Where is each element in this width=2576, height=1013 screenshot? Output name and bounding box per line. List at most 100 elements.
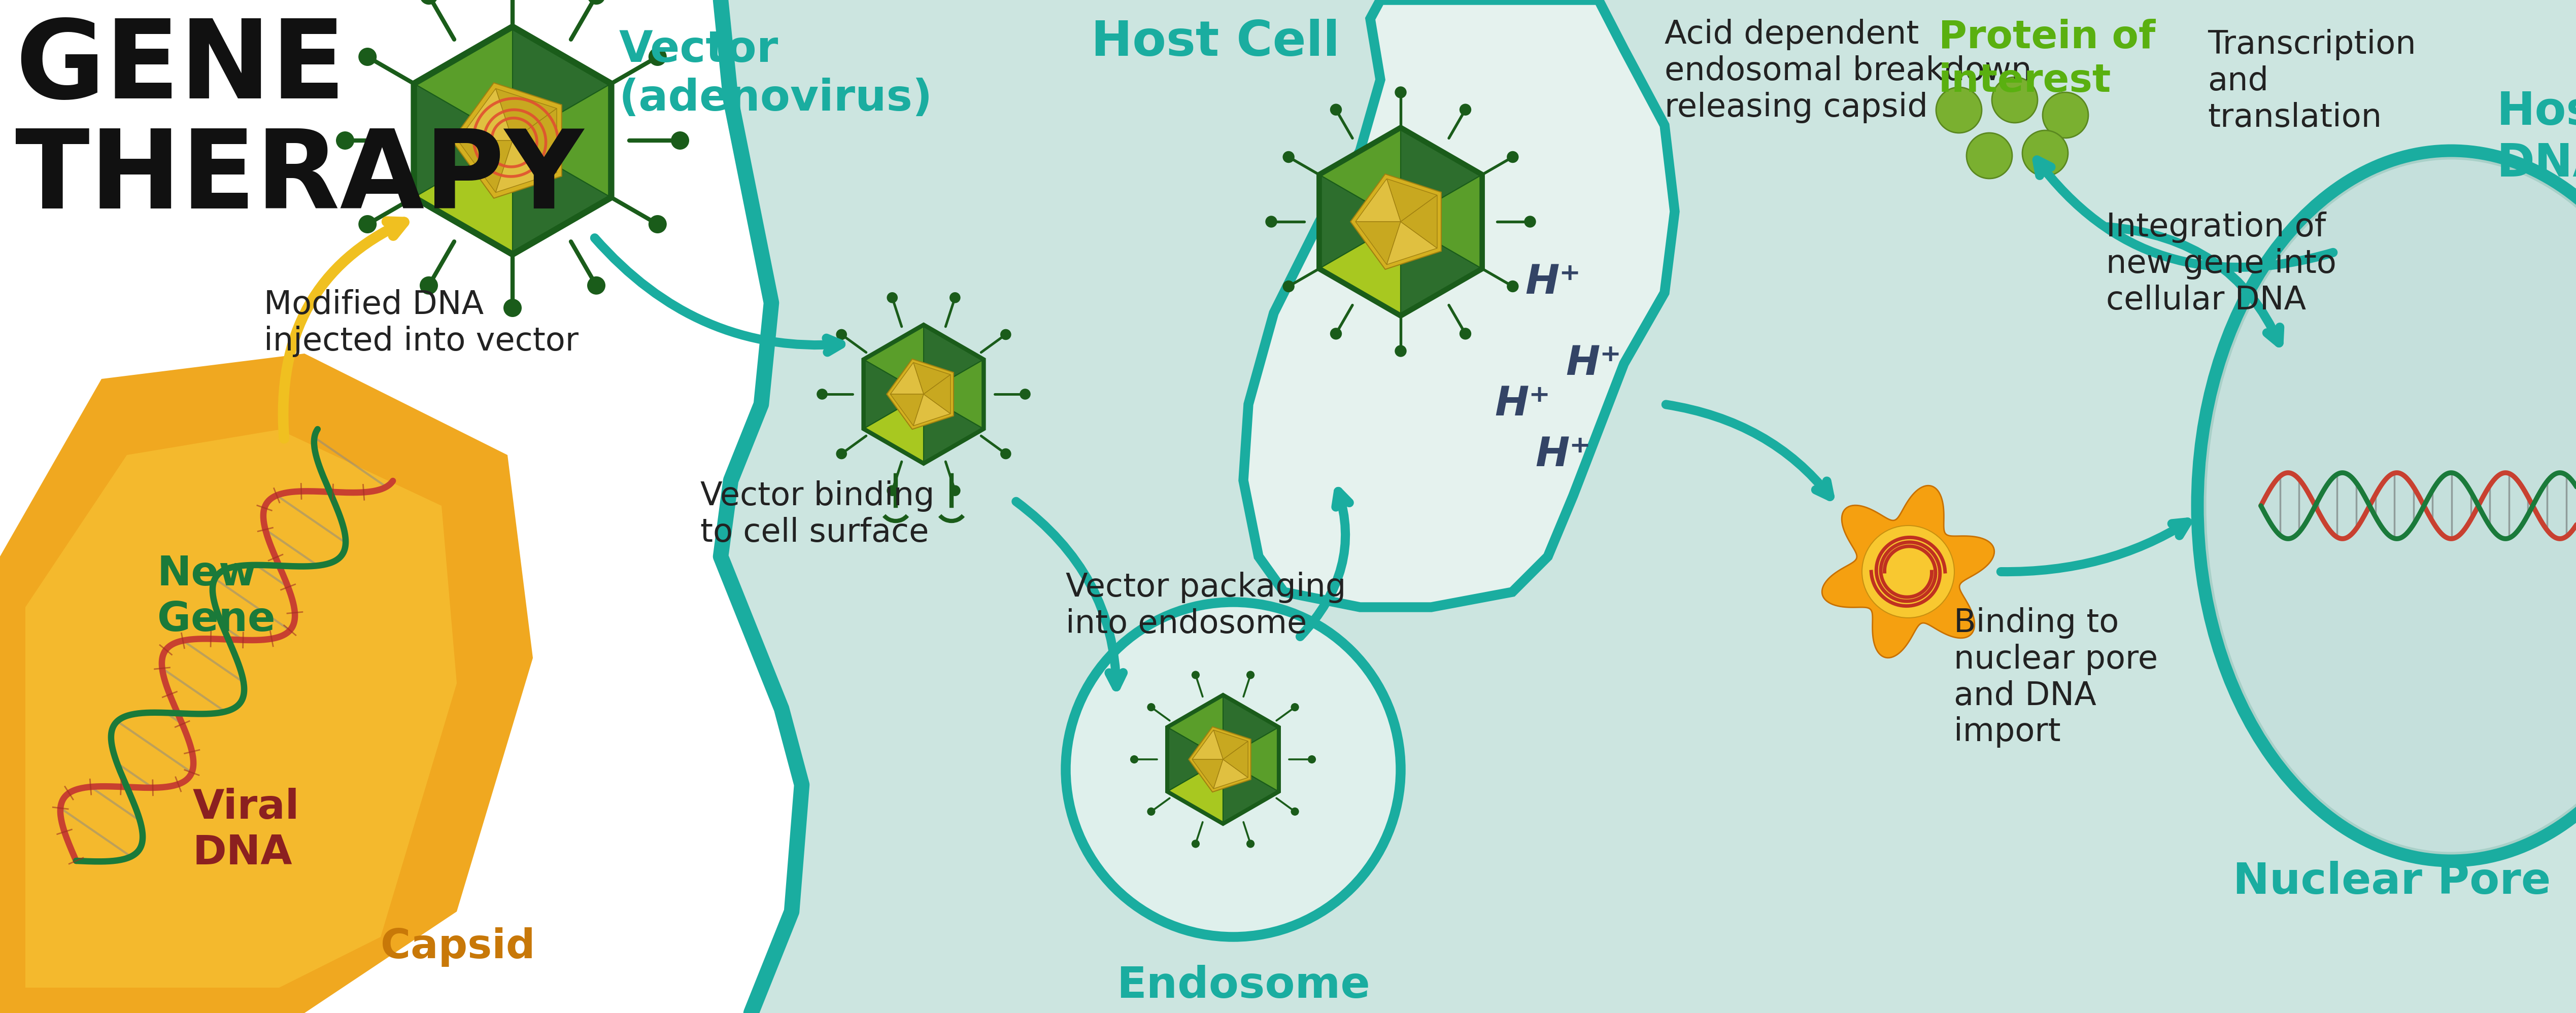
Polygon shape xyxy=(459,141,513,192)
Circle shape xyxy=(1329,103,1342,115)
Polygon shape xyxy=(1244,0,1674,607)
Polygon shape xyxy=(495,88,556,141)
Text: Nuclear Pore: Nuclear Pore xyxy=(2233,861,2550,903)
Circle shape xyxy=(999,449,1012,459)
Circle shape xyxy=(1309,756,1316,764)
Circle shape xyxy=(649,215,667,233)
Polygon shape xyxy=(412,24,613,257)
Circle shape xyxy=(1525,216,1535,228)
Polygon shape xyxy=(1401,176,1481,267)
Polygon shape xyxy=(1170,728,1224,791)
Circle shape xyxy=(1066,602,1401,937)
Text: Vector binding
to cell surface: Vector binding to cell surface xyxy=(701,480,935,548)
Circle shape xyxy=(2022,131,2069,176)
Circle shape xyxy=(1247,840,1255,848)
Ellipse shape xyxy=(2197,151,2576,861)
Polygon shape xyxy=(866,326,925,394)
Polygon shape xyxy=(1170,697,1224,760)
Circle shape xyxy=(1146,807,1154,815)
Text: H⁺: H⁺ xyxy=(1525,262,1582,302)
Circle shape xyxy=(420,277,438,295)
Circle shape xyxy=(837,449,848,459)
Polygon shape xyxy=(1355,178,1401,222)
Text: New
Gene: New Gene xyxy=(157,554,276,639)
Polygon shape xyxy=(866,394,925,462)
Polygon shape xyxy=(1350,174,1440,269)
Circle shape xyxy=(1394,345,1406,357)
Circle shape xyxy=(1461,328,1471,339)
Circle shape xyxy=(951,292,961,303)
Circle shape xyxy=(1193,840,1200,848)
Text: GENE: GENE xyxy=(15,15,345,122)
Polygon shape xyxy=(863,323,984,465)
Circle shape xyxy=(2043,92,2089,138)
Text: Endosome: Endosome xyxy=(1115,964,1370,1007)
Text: H⁺: H⁺ xyxy=(1494,385,1551,424)
Text: Capsid: Capsid xyxy=(381,927,536,966)
Polygon shape xyxy=(1401,222,1481,313)
Circle shape xyxy=(1193,671,1200,679)
Circle shape xyxy=(999,329,1012,340)
Circle shape xyxy=(649,48,667,66)
Circle shape xyxy=(1283,151,1296,163)
Text: THERAPY: THERAPY xyxy=(15,126,585,231)
Polygon shape xyxy=(1188,726,1252,792)
Circle shape xyxy=(1020,389,1030,399)
Circle shape xyxy=(1394,86,1406,98)
Circle shape xyxy=(1265,216,1278,228)
Polygon shape xyxy=(459,88,513,141)
Text: Transcription
and
translation: Transcription and translation xyxy=(2208,29,2416,133)
Polygon shape xyxy=(1224,728,1278,791)
Polygon shape xyxy=(417,29,513,141)
Circle shape xyxy=(670,132,690,150)
Polygon shape xyxy=(925,361,981,427)
Polygon shape xyxy=(925,326,981,394)
Circle shape xyxy=(358,48,376,66)
Text: H⁺: H⁺ xyxy=(1535,436,1592,475)
Circle shape xyxy=(1965,133,2012,178)
Text: Vector packaging
into endosome: Vector packaging into endosome xyxy=(1066,571,1347,639)
Circle shape xyxy=(1146,703,1154,711)
Polygon shape xyxy=(1401,196,1437,248)
Polygon shape xyxy=(914,394,951,425)
Circle shape xyxy=(1862,526,1955,618)
Circle shape xyxy=(1937,87,1981,133)
Polygon shape xyxy=(513,108,556,172)
Text: Protein of
interest: Protein of interest xyxy=(1940,19,2156,99)
Text: Integration of
new gene into
cellular DNA: Integration of new gene into cellular DN… xyxy=(2107,212,2336,316)
Circle shape xyxy=(1991,77,2038,123)
Circle shape xyxy=(951,485,961,496)
Text: Host
DNA: Host DNA xyxy=(2496,90,2576,186)
Text: Host Cell: Host Cell xyxy=(1092,19,1340,66)
Circle shape xyxy=(1291,703,1298,711)
Circle shape xyxy=(335,132,355,150)
Polygon shape xyxy=(925,394,981,462)
Polygon shape xyxy=(26,430,456,988)
Circle shape xyxy=(1507,281,1520,293)
Polygon shape xyxy=(417,141,513,251)
Polygon shape xyxy=(1213,730,1247,760)
Polygon shape xyxy=(1321,176,1401,267)
Polygon shape xyxy=(925,375,951,413)
Circle shape xyxy=(587,277,605,295)
Polygon shape xyxy=(1386,222,1437,264)
Polygon shape xyxy=(891,394,925,425)
Circle shape xyxy=(1461,103,1471,115)
Polygon shape xyxy=(1193,730,1224,760)
Polygon shape xyxy=(1821,485,1994,657)
Circle shape xyxy=(420,0,438,5)
Circle shape xyxy=(1131,756,1139,764)
Circle shape xyxy=(587,0,605,5)
Polygon shape xyxy=(1401,130,1481,222)
Text: H⁺: H⁺ xyxy=(1566,344,1620,384)
Polygon shape xyxy=(891,363,925,394)
Text: Vector
(adenovirus): Vector (adenovirus) xyxy=(618,29,933,120)
Polygon shape xyxy=(513,29,608,141)
Polygon shape xyxy=(513,141,608,251)
Polygon shape xyxy=(866,361,925,427)
Polygon shape xyxy=(1224,697,1278,760)
Circle shape xyxy=(1329,328,1342,339)
Circle shape xyxy=(1291,807,1298,815)
Polygon shape xyxy=(513,85,608,196)
Polygon shape xyxy=(1321,222,1401,313)
